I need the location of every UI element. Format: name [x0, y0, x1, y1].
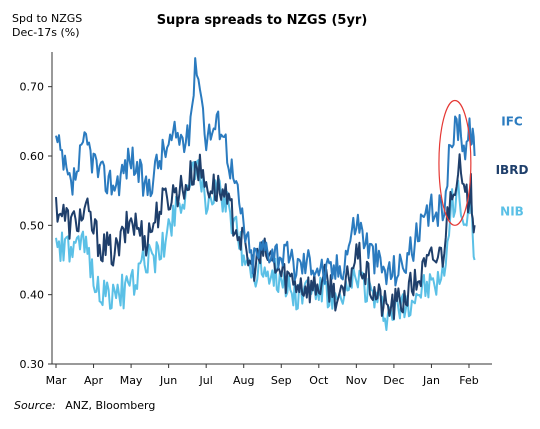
- source-text: ANZ, Bloomberg: [65, 399, 155, 412]
- axes: 0.30 0.40 0.50 0.60 0.70 Mar Apr May Jun Jul Aug S…: [20, 52, 492, 387]
- y-tick-label: 0.70: [20, 81, 45, 94]
- x-tick-label: Dec: [383, 374, 404, 387]
- x-tick-label: Jan: [422, 374, 440, 387]
- x-tick-label: May: [120, 374, 143, 387]
- highlight-ellipse: [438, 99, 472, 226]
- x-tick-label: Apr: [84, 374, 104, 387]
- x-tick-label: Feb: [459, 374, 478, 387]
- legend-label-ibrd: IBRD: [496, 163, 529, 177]
- series-line-ibrd: [55, 153, 476, 320]
- series-layer: [55, 57, 476, 331]
- x-ticks: Mar Apr May Jun Jul Aug Sep Oct Nov Dec Jan Feb: [46, 364, 479, 387]
- x-tick-label: Jun: [159, 374, 177, 387]
- x-tick-label: Sep: [271, 374, 292, 387]
- series-line-ifc: [55, 57, 476, 287]
- y-axis-label-line-2: Dec-17s (%): [12, 26, 80, 39]
- y-tick-label: 0.30: [20, 358, 45, 371]
- x-tick-label: Aug: [233, 374, 254, 387]
- y-tick-label: 0.40: [20, 289, 45, 302]
- legend: IFC IBRD NIB: [496, 114, 529, 218]
- legend-label-nib: NIB: [500, 204, 524, 218]
- y-axis-label-line-1: Spd to NZGS: [12, 12, 82, 25]
- highlight-layer: [438, 99, 472, 226]
- y-tick-label: 0.50: [20, 219, 45, 232]
- x-tick-label: Mar: [46, 374, 67, 387]
- source-label: Source:: [14, 399, 56, 412]
- source-note: Source: ANZ, Bloomberg: [14, 399, 155, 412]
- x-tick-label: Jul: [199, 374, 213, 387]
- legend-label-ifc: IFC: [501, 114, 523, 128]
- y-tick-label: 0.60: [20, 150, 45, 163]
- y-ticks: 0.30 0.40 0.50 0.60 0.70: [20, 81, 52, 371]
- chart-title: Supra spreads to NZGS (5yr): [157, 13, 368, 28]
- x-tick-label: Oct: [309, 374, 329, 387]
- x-tick-label: Nov: [346, 374, 368, 387]
